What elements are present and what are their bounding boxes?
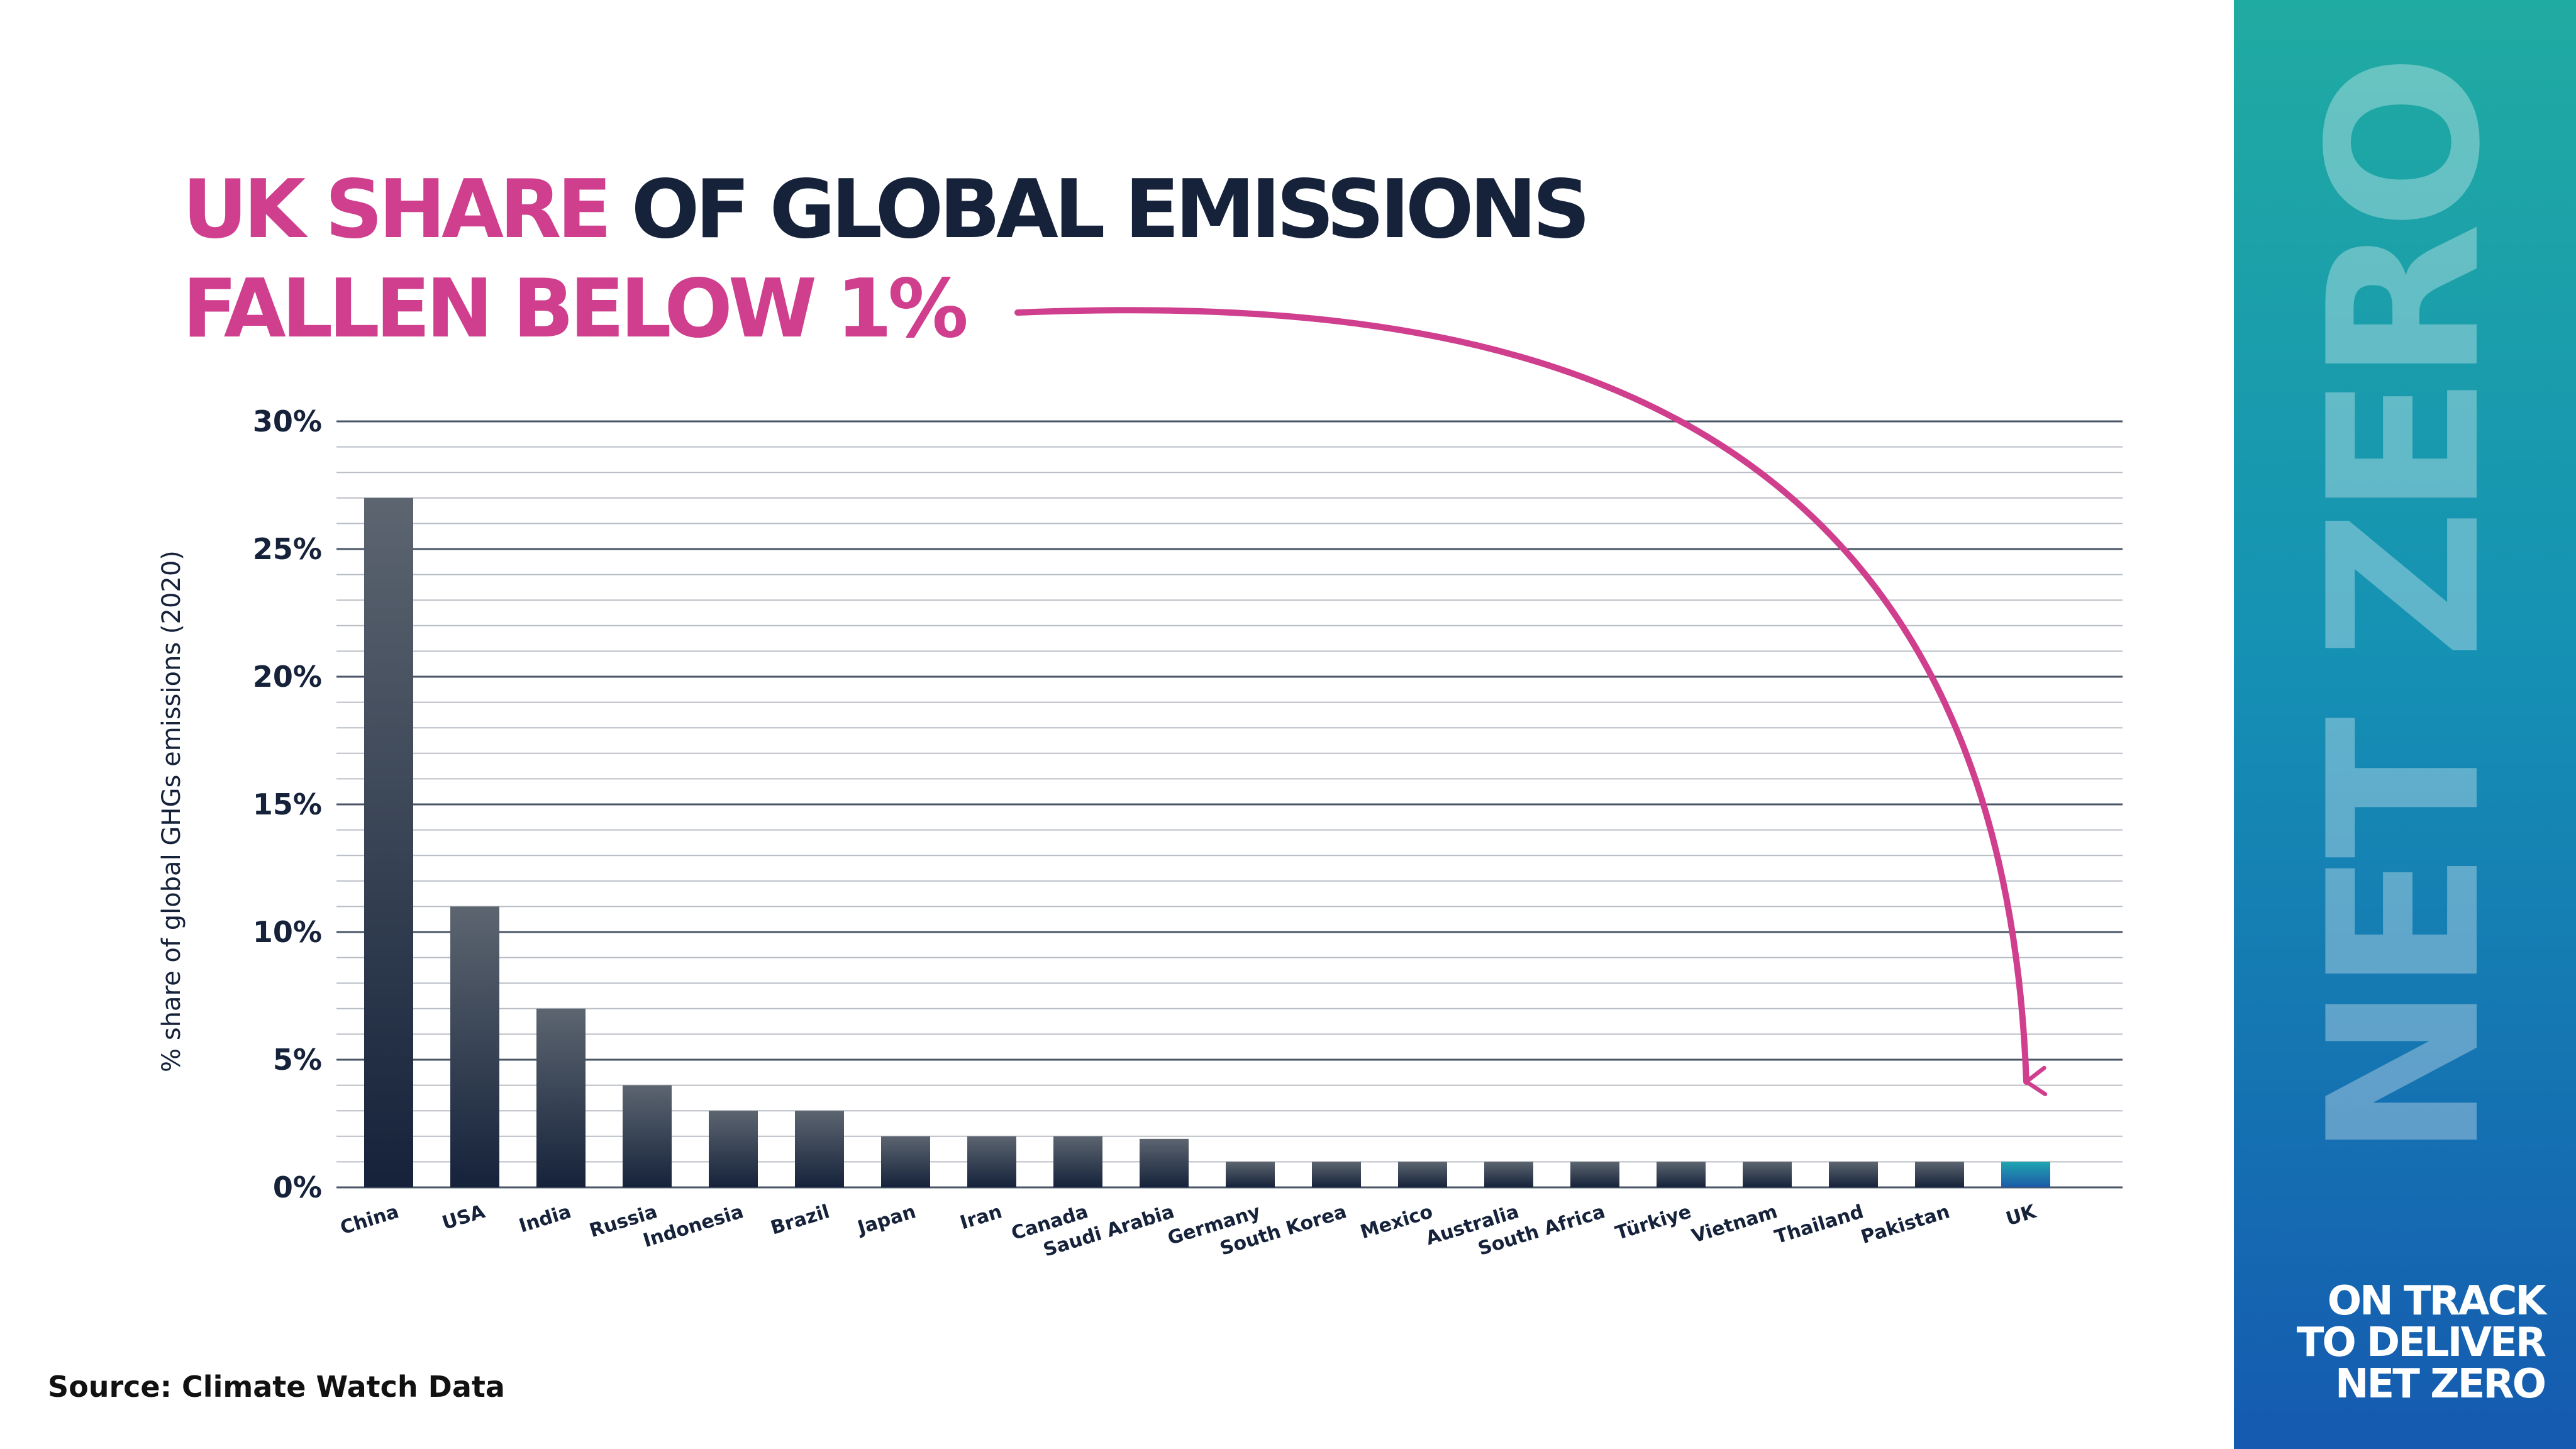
title-line-2: FALLEN BELOW 1% <box>182 262 969 356</box>
y-tick-label: 15% <box>253 787 322 821</box>
title-rest: OF GLOBAL EMISSIONS <box>631 163 1591 257</box>
bar-china <box>364 497 413 1187</box>
bars <box>364 497 2050 1187</box>
y-tick-label: 0% <box>273 1170 322 1204</box>
bar-south-africa <box>1570 1162 1619 1187</box>
bar-t-rkiye <box>1657 1162 1706 1187</box>
tagline-line-3: NET ZERO <box>2334 1361 2546 1407</box>
category-label: USA <box>440 1201 488 1235</box>
chart-title: UK SHARE OF GLOBAL EMISSIONS FALLEN BELO… <box>182 160 1591 359</box>
source-note: Source: Climate Watch Data <box>48 1370 505 1404</box>
callout-arrow <box>1014 307 2048 1097</box>
bar-thailand <box>1829 1162 1878 1187</box>
y-tick-label: 25% <box>253 532 322 566</box>
y-tick-label: 10% <box>253 915 322 949</box>
category-label: Thailand <box>1772 1201 1867 1248</box>
category-label: Indonesia <box>641 1201 747 1252</box>
bar-brazil <box>795 1111 844 1187</box>
side-panel: NET ZERO ON TRACK TO DELIVER NET ZERO <box>2234 0 2576 1449</box>
bar-usa <box>450 906 499 1187</box>
y-tick-label: 30% <box>253 404 322 438</box>
bar-japan <box>881 1136 930 1187</box>
tagline-line-1: ON TRACK <box>2327 1278 2546 1324</box>
y-axis-label: % share of global GHGs emissions (2020) <box>157 550 186 1072</box>
category-label: Mexico <box>1358 1201 1435 1243</box>
bar-canada <box>1053 1136 1102 1187</box>
category-label: Brazil <box>768 1201 832 1240</box>
category-label: Japan <box>854 1201 919 1240</box>
bar-india <box>536 1008 586 1187</box>
category-label: Iran <box>957 1201 1004 1234</box>
y-tick-label: 20% <box>253 660 322 694</box>
emissions-bar-chart: 0%5%10%15%20%25%30% China USA India RussiaI… <box>157 307 2123 1262</box>
bar-australia <box>1484 1162 1533 1187</box>
y-tick-label: 5% <box>273 1043 322 1077</box>
category-label: China <box>338 1201 401 1239</box>
bar-south-korea <box>1312 1162 1361 1187</box>
bar-iran <box>967 1136 1016 1187</box>
y-tick-labels: 0% 5% 10% 15% 20% 25% 30% <box>253 404 322 1204</box>
category-label: Vietnam <box>1689 1201 1780 1248</box>
tagline: ON TRACK TO DELIVER NET ZERO <box>2218 1278 2546 1407</box>
category-label: India <box>516 1201 574 1237</box>
bar-russia <box>623 1085 672 1187</box>
category-label: Türkiye <box>1613 1201 1694 1245</box>
bar-germany <box>1226 1162 1275 1187</box>
grid-lines <box>336 420 2123 1189</box>
category-label: UK <box>2004 1201 2040 1231</box>
category-label: Pakistan <box>1858 1201 1952 1248</box>
bar-pakistan <box>1915 1162 1964 1187</box>
tagline-line-2: TO DELIVER <box>2296 1319 2546 1366</box>
title-highlight: UK SHARE <box>182 163 612 257</box>
bar-indonesia <box>709 1111 758 1187</box>
bar-vietnam <box>1743 1162 1792 1187</box>
bar-uk <box>2001 1162 2050 1187</box>
net-zero-watermark: NET ZERO <box>2284 61 2526 1159</box>
bar-mexico <box>1398 1162 1447 1187</box>
bar-saudi-arabia <box>1140 1138 1189 1187</box>
